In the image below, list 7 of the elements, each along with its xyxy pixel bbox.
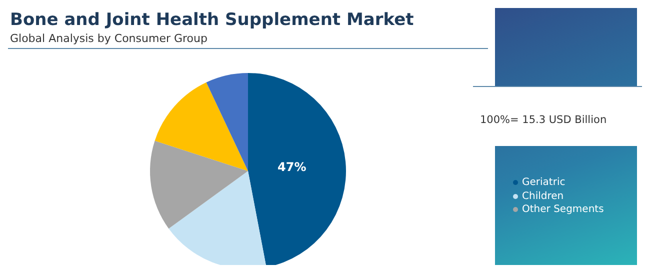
- legend-label: Other Segments: [522, 204, 604, 216]
- text: 100%= 15.3 USD Billion: [480, 114, 607, 126]
- legend-label: Children: [522, 190, 564, 202]
- chart-title: Bone and Joint Health Supplement Market: [10, 10, 414, 30]
- legend-label: Geriatric: [522, 177, 566, 188]
- data-label: 47%: [278, 160, 306, 174]
- chart-subtitle: Global Analysis by Consumer Group: [10, 32, 208, 45]
